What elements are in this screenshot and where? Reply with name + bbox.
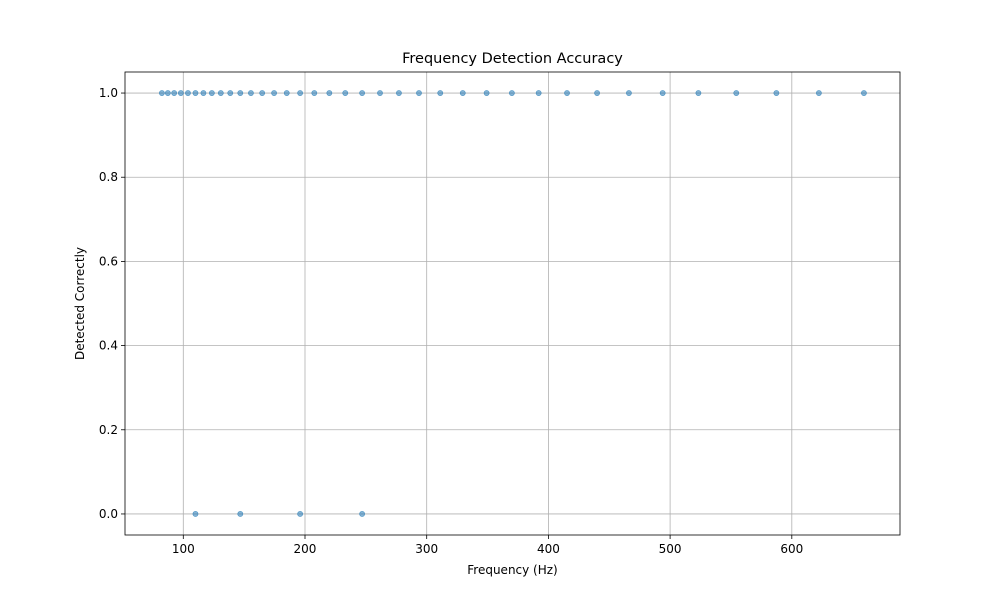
data-point [659, 90, 666, 96]
y-tick-label: 0.2 [99, 423, 118, 437]
data-point [271, 90, 277, 96]
data-point [508, 90, 515, 96]
y-axis-label: Detected Correctly [73, 247, 87, 360]
x-tick-label: 200 [294, 542, 317, 556]
data-point [483, 90, 490, 96]
data-point [416, 90, 422, 96]
y-tick-label: 0.0 [99, 507, 118, 521]
axis-ticks: 100 200 300 400 500 600 0.0 0.2 0.4 0.6 0.8 1.0 [99, 86, 803, 556]
data-point [177, 90, 184, 96]
chart-title: Frequency Detection Accuracy [402, 51, 623, 67]
data-point [192, 90, 199, 96]
data-point [564, 90, 570, 96]
data-point [626, 90, 632, 96]
data-point [342, 90, 349, 96]
y-tick-label: 1.0 [99, 86, 118, 100]
data-point [171, 90, 178, 96]
y-tick-label: 0.6 [99, 254, 118, 268]
data-point [217, 90, 224, 96]
plot-frame [124, 71, 901, 536]
data-point [359, 90, 366, 96]
data-point [248, 90, 254, 96]
data-points [158, 90, 867, 517]
data-point [297, 90, 304, 96]
y-tick-label: 0.8 [99, 170, 118, 184]
data-point [227, 90, 234, 96]
data-point [861, 90, 867, 96]
data-point [158, 90, 165, 96]
data-point [695, 90, 702, 96]
data-point [237, 90, 244, 96]
data-point [733, 90, 740, 96]
data-point [326, 90, 333, 96]
data-point [773, 90, 780, 96]
x-tick-label: 500 [659, 542, 682, 556]
data-point [594, 90, 600, 96]
data-point [297, 511, 304, 517]
data-point [208, 90, 215, 96]
data-point [200, 90, 207, 96]
data-point [164, 90, 171, 96]
x-tick-label: 100 [172, 542, 195, 556]
grid-lines [125, 72, 900, 535]
data-point [377, 90, 383, 96]
data-point [259, 90, 266, 96]
data-point [311, 90, 318, 96]
data-point [396, 90, 402, 96]
data-point [459, 90, 466, 96]
data-point [437, 90, 444, 96]
x-axis-label: Frequency (Hz) [467, 563, 558, 577]
data-point [535, 90, 542, 96]
x-tick-label: 300 [415, 542, 438, 556]
data-point [185, 90, 191, 96]
y-tick-label: 0.4 [99, 339, 118, 353]
data-point [815, 90, 822, 96]
data-point [283, 90, 290, 96]
data-point [192, 511, 199, 517]
data-point [359, 511, 366, 517]
x-tick-label: 400 [537, 542, 560, 556]
data-point [237, 511, 244, 517]
x-tick-label: 600 [780, 542, 803, 556]
